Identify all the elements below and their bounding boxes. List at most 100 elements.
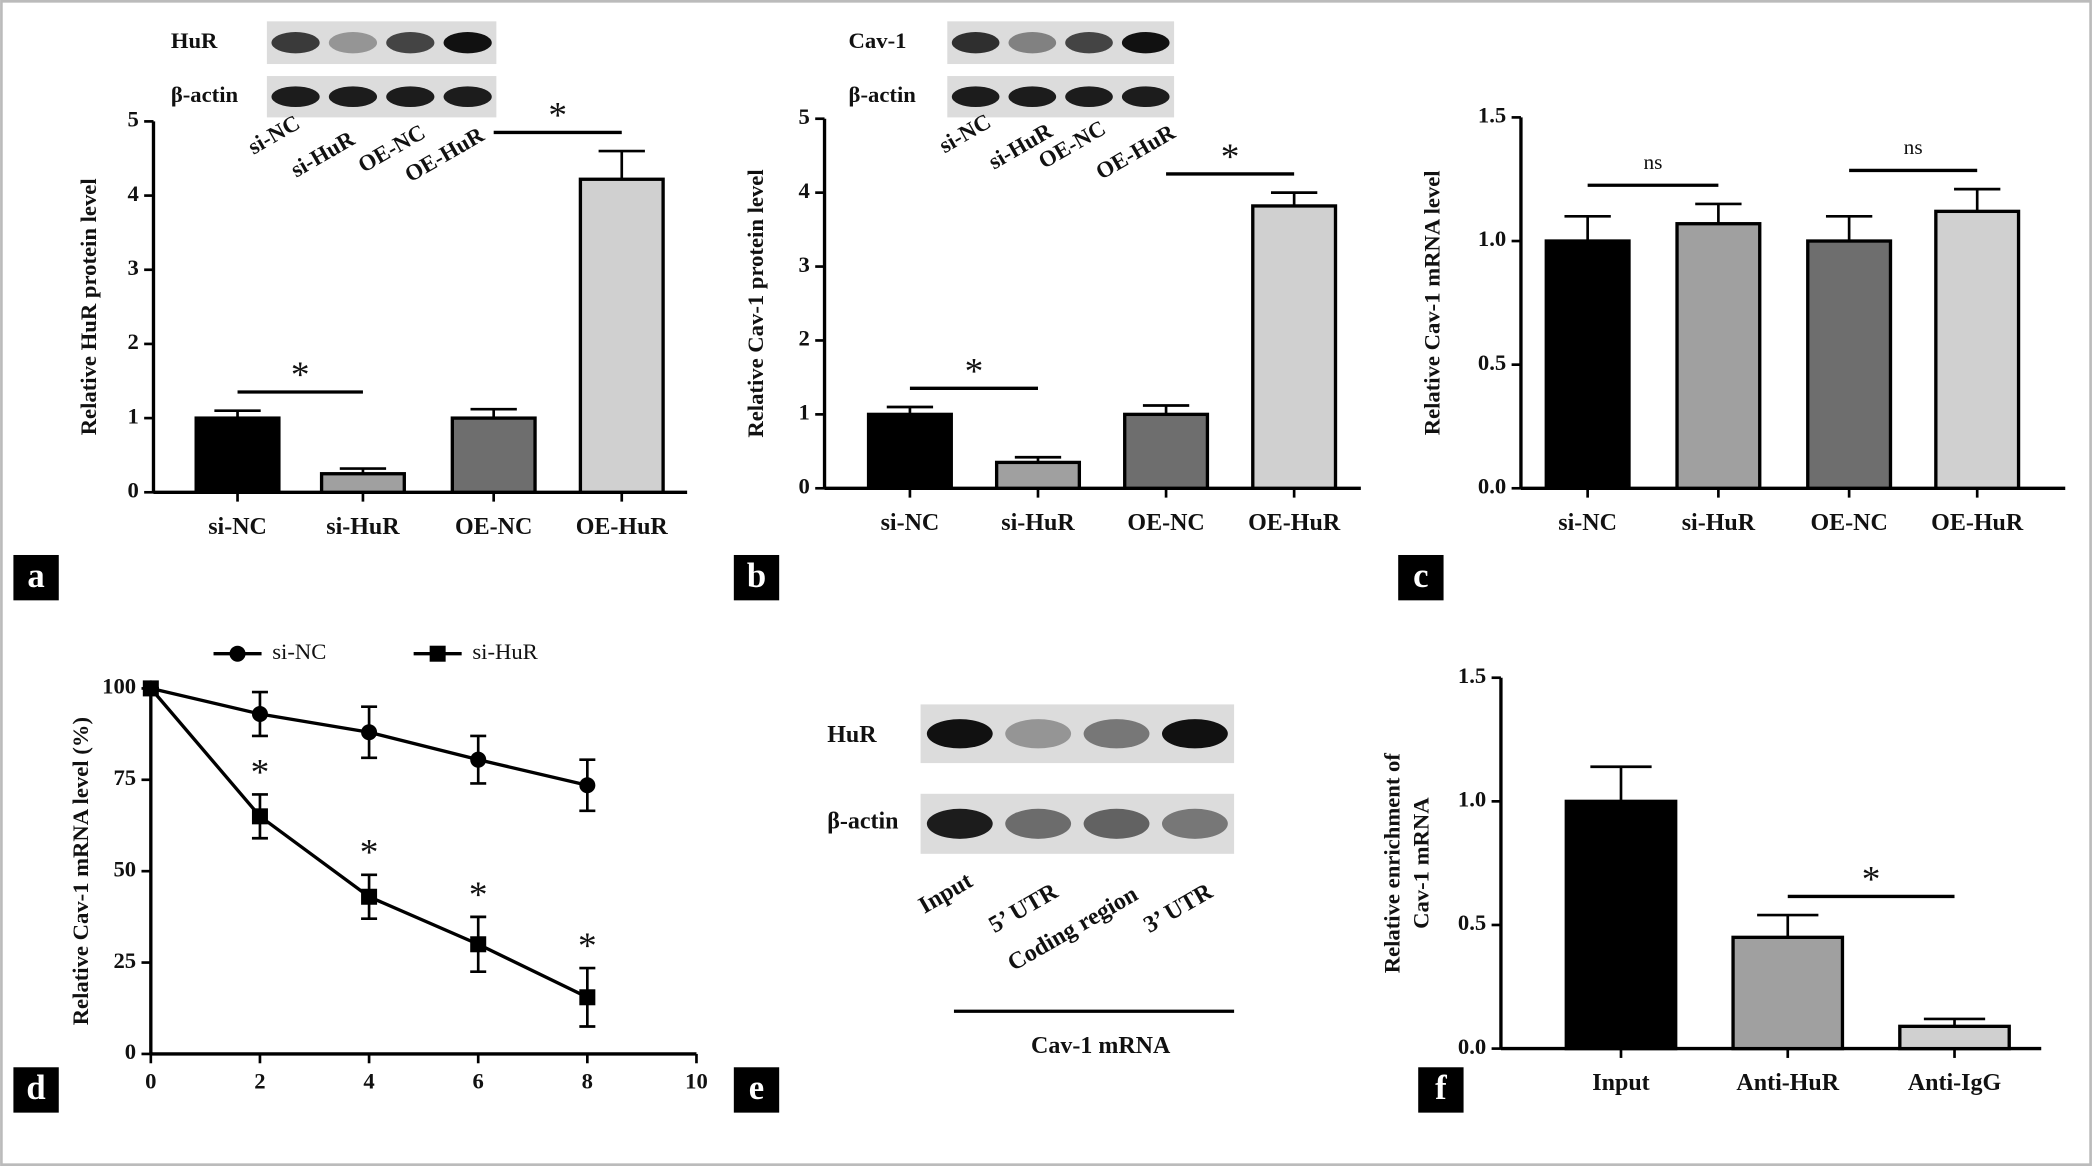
blot-band xyxy=(443,32,492,54)
y-axis-label: Relative enrichment of xyxy=(1379,753,1404,974)
marker xyxy=(142,680,159,697)
blot-band xyxy=(951,32,1000,54)
bar xyxy=(1731,935,1845,1051)
blot-band xyxy=(1008,32,1057,54)
significance-label: * xyxy=(360,833,379,874)
blot-row-label: β-actin xyxy=(849,82,917,107)
y-tick-label: 2 xyxy=(127,329,138,354)
blot-band xyxy=(1008,86,1057,108)
y-tick-label: 4 xyxy=(127,181,138,206)
y-tick-label: 5 xyxy=(799,104,810,129)
x-tick-label: si-HuR xyxy=(1682,510,1756,536)
blot-band xyxy=(1005,808,1072,839)
y-tick-label: 0 xyxy=(799,473,810,498)
y-tick-label: 100 xyxy=(102,674,136,699)
marker xyxy=(361,888,378,905)
blot-band xyxy=(443,86,492,108)
x-tick-label: Anti-IgG xyxy=(1908,1070,2002,1096)
group-label: Cav-1 mRNA xyxy=(1031,1033,1171,1059)
marker xyxy=(361,724,378,741)
x-tick-label: si-HuR xyxy=(326,514,400,540)
panel-label: a xyxy=(27,556,44,595)
x-tick-label: OE-HuR xyxy=(1248,510,1341,536)
y-tick-label: 25 xyxy=(113,948,136,973)
x-tick-label: OE-NC xyxy=(1810,510,1887,536)
panel-label: f xyxy=(1435,1068,1447,1107)
y-tick-label: 1 xyxy=(127,403,138,428)
y-tick-label: 0.0 xyxy=(1478,473,1506,498)
y-tick-label: 0 xyxy=(127,477,138,502)
y-tick-label: 75 xyxy=(113,765,136,790)
bar xyxy=(1675,222,1762,490)
blot-row-label: HuR xyxy=(171,28,218,53)
blot-band xyxy=(1005,719,1072,749)
blot-row-label: β-actin xyxy=(827,809,898,835)
blot-band xyxy=(1121,32,1170,54)
significance-label: * xyxy=(1862,860,1881,901)
y-axis-label: Relative Cav-1 mRNA level (%) xyxy=(68,717,93,1025)
x-tick-label: OE-HuR xyxy=(1931,510,2024,536)
significance-label: * xyxy=(251,752,270,793)
y-tick-label: 4 xyxy=(799,178,810,203)
y-axis-label: Cav-1 mRNA xyxy=(1409,797,1434,929)
marker xyxy=(470,751,487,768)
x-tick-label: si-NC xyxy=(881,510,940,536)
marker xyxy=(579,777,596,794)
significance-label: * xyxy=(469,875,488,916)
marker xyxy=(579,989,596,1006)
panel-label: d xyxy=(26,1068,45,1107)
x-tick-label: 8 xyxy=(582,1068,593,1093)
bar xyxy=(1934,209,2021,490)
x-tick-label: si-HuR xyxy=(1001,510,1075,536)
blot-band xyxy=(328,86,378,108)
blot-band xyxy=(1161,719,1228,749)
x-tick-label: si-NC xyxy=(208,514,267,540)
bar xyxy=(1806,239,1893,490)
bar xyxy=(1123,412,1210,490)
x-tick-label: OE-NC xyxy=(1127,510,1204,536)
y-tick-label: 1.0 xyxy=(1478,226,1506,251)
blot-band xyxy=(271,32,320,54)
legend-label: si-NC xyxy=(272,639,326,664)
x-tick-label: Input xyxy=(1592,1070,1649,1096)
y-axis-label: Relative Cav-1 protein level xyxy=(743,169,768,437)
x-tick-label: 4 xyxy=(363,1068,374,1093)
y-tick-label: 0.5 xyxy=(1478,350,1506,375)
blot-band xyxy=(386,32,435,54)
y-tick-label: 0 xyxy=(125,1039,136,1064)
blot-band xyxy=(1083,719,1150,749)
x-tick-label: OE-NC xyxy=(455,514,532,540)
x-tick-label: Anti-HuR xyxy=(1736,1070,1839,1096)
significance-label: * xyxy=(548,96,567,137)
marker xyxy=(251,705,268,722)
panel-label-box xyxy=(13,554,59,601)
bar xyxy=(450,416,537,494)
significance-label: ns xyxy=(1644,150,1663,174)
marker xyxy=(251,808,268,825)
bar xyxy=(994,460,1082,490)
blot-band xyxy=(1161,808,1228,839)
bar xyxy=(1251,204,1338,490)
legend-label: si-HuR xyxy=(472,639,538,664)
panel-label: b xyxy=(747,556,766,595)
y-tick-label: 0.0 xyxy=(1458,1034,1486,1059)
blot-band xyxy=(926,808,993,839)
blot-band xyxy=(1083,808,1150,839)
panel-label-box xyxy=(1398,554,1444,601)
y-tick-label: 3 xyxy=(127,255,138,280)
blot-band xyxy=(1121,86,1170,108)
y-tick-label: 5 xyxy=(127,107,138,132)
x-tick-label: OE-HuR xyxy=(576,514,669,540)
blot-band xyxy=(386,86,435,108)
blot-band xyxy=(271,86,320,108)
marker xyxy=(229,645,246,662)
significance-label: * xyxy=(965,352,984,393)
panel-label: c xyxy=(1413,556,1428,595)
blot-row-label: β-actin xyxy=(171,82,239,107)
blot-band xyxy=(328,32,378,54)
significance-label: ns xyxy=(1904,135,1923,159)
bar xyxy=(319,472,406,494)
bar xyxy=(1564,799,1678,1051)
significance-label: * xyxy=(578,926,597,967)
y-tick-label: 50 xyxy=(113,856,136,881)
